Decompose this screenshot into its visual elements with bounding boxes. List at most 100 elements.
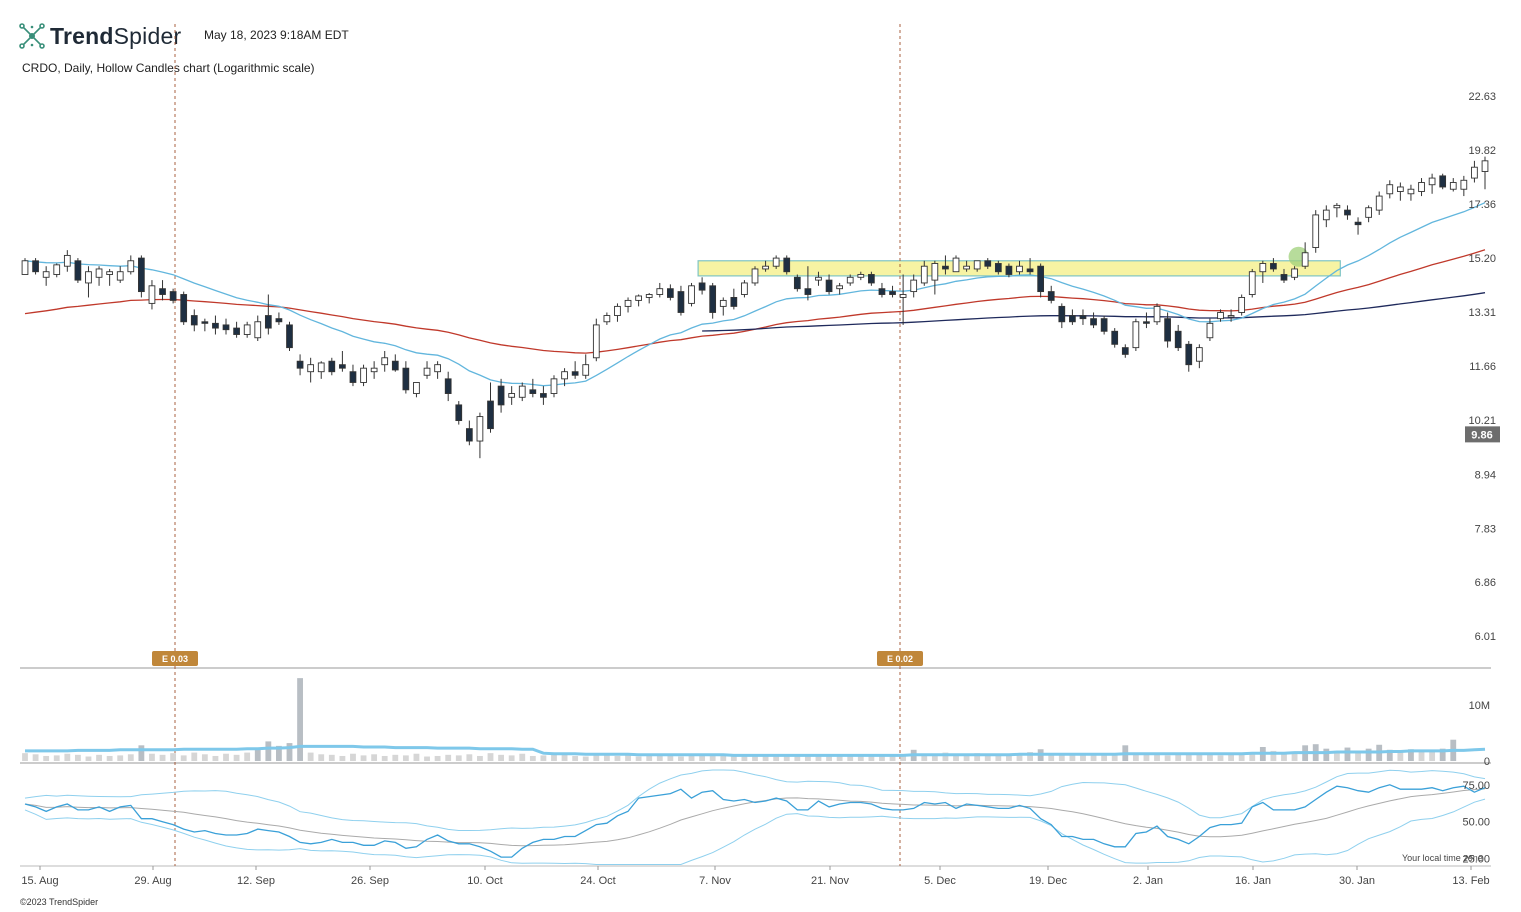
candle	[1100, 315, 1108, 335]
volume-bar	[953, 755, 959, 761]
candle-body-down	[32, 260, 39, 273]
volume-bar	[22, 753, 28, 761]
timezone-note: Your local time zone	[1402, 853, 1483, 863]
time-tick-label: 30. Jan	[1339, 875, 1375, 887]
volume-bar	[551, 754, 557, 761]
candle-body-down	[878, 288, 886, 295]
candle	[1280, 268, 1288, 283]
time-tick-label: 29. Aug	[134, 875, 171, 887]
candle-body-up	[1449, 182, 1457, 190]
candle-body-up	[1428, 177, 1436, 186]
candle	[889, 285, 896, 298]
candle	[1037, 263, 1045, 298]
candle-body-down	[1439, 175, 1447, 188]
volume-bar	[921, 754, 928, 761]
candle	[1270, 258, 1277, 272]
volume-bar	[847, 755, 854, 761]
candle	[772, 255, 780, 269]
candle-body-down	[74, 260, 82, 281]
candle	[1375, 191, 1383, 215]
volume-bar	[582, 756, 589, 761]
candle	[1069, 309, 1076, 325]
candle	[1333, 203, 1341, 218]
brand-name: TrendSpider	[50, 23, 181, 50]
candle	[222, 318, 230, 335]
volume-bar	[85, 756, 92, 761]
candle-body-up	[63, 254, 71, 267]
candle	[645, 293, 653, 304]
candle	[138, 255, 145, 298]
price-axis: 22.63 19.82 17.36 15.20 13.31 11.66 10.21 8.94 7…	[1465, 91, 1500, 643]
candle-body-up	[1471, 166, 1478, 179]
volume-bar	[688, 755, 695, 761]
candle	[1248, 268, 1256, 298]
candle	[95, 266, 103, 286]
volume-bar	[572, 755, 579, 761]
volume-bar	[1429, 750, 1436, 761]
candle	[614, 303, 621, 322]
volume-bar	[487, 753, 494, 761]
candle-body-up	[973, 260, 981, 270]
time-tick-label: 12. Sep	[237, 875, 275, 887]
volume-bar	[159, 754, 166, 761]
volume-bar	[1344, 747, 1351, 761]
candle	[1185, 341, 1193, 372]
candle-body-down	[201, 321, 209, 324]
trendspider-logo-icon	[19, 23, 45, 49]
candle	[296, 354, 304, 376]
candle	[624, 297, 632, 313]
candle-body-down	[1079, 315, 1087, 320]
candle	[942, 255, 949, 275]
volume-bar	[318, 754, 325, 761]
volume-bar	[1175, 752, 1182, 761]
rsi-moving-average	[24, 788, 1486, 847]
volume-bar	[1228, 753, 1234, 761]
candle-body-down	[1164, 318, 1171, 342]
volume-bar	[1101, 754, 1108, 761]
volume-bar	[149, 753, 155, 761]
candle-body-down	[444, 378, 452, 394]
volume-bar	[350, 753, 356, 761]
candle-body-down	[391, 360, 399, 371]
volume-bar	[307, 752, 314, 761]
candle-body-down	[1185, 343, 1193, 366]
rsi-line	[24, 784, 1486, 858]
volume-tick-label: 10M	[1469, 700, 1490, 712]
volume-bar	[392, 754, 399, 761]
candle-body-up	[952, 257, 960, 273]
volume-bar	[254, 748, 261, 761]
candle	[444, 371, 452, 402]
volume-bar	[233, 754, 240, 761]
candle-body-down	[212, 322, 219, 329]
volume-bar	[1016, 754, 1023, 761]
price-tick-label: 13.31	[1468, 307, 1496, 319]
volume-bar	[942, 752, 949, 761]
rsi-tick-label: 75.00	[1462, 780, 1490, 792]
volume-bar	[656, 753, 663, 761]
earnings-badge	[152, 651, 198, 666]
candle-body-up	[899, 294, 907, 298]
volume-bar	[434, 755, 441, 761]
candle	[116, 266, 124, 283]
volume-bar	[1281, 752, 1287, 761]
candle-body-up	[370, 367, 378, 373]
candle-body-up	[1217, 312, 1224, 320]
volume-bar	[1365, 748, 1372, 761]
volume-bar	[879, 756, 885, 761]
candle-body-up	[508, 393, 516, 398]
candle	[85, 266, 92, 298]
volume-bar	[1249, 752, 1256, 761]
volume-bar	[466, 754, 473, 761]
volume-bar	[1196, 753, 1203, 761]
candle-body-up	[423, 367, 431, 376]
candle	[656, 282, 664, 298]
rsi-tick-label: 50.00	[1462, 817, 1490, 829]
candle-body-down	[698, 282, 706, 291]
candle-body-up	[518, 385, 526, 398]
candle	[1058, 303, 1066, 329]
chart-subtitle: CRDO, Daily, Hollow Candles chart (Logar…	[22, 61, 315, 75]
candle-body-down	[264, 315, 272, 329]
candle	[1016, 260, 1023, 275]
candle-body-up	[1248, 271, 1256, 295]
